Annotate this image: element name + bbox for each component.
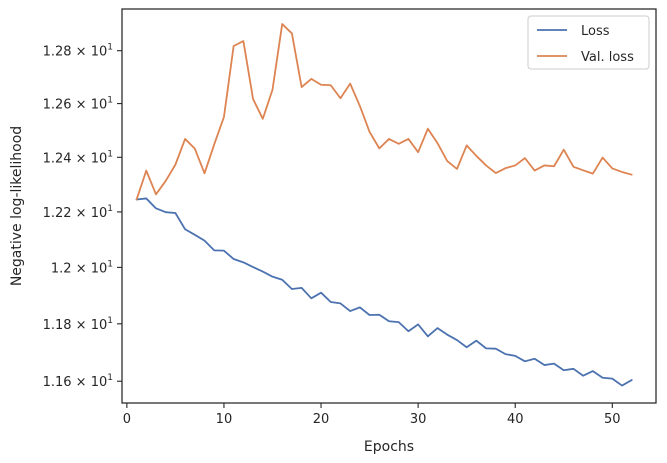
y-tick-label: 1.18 × 101 xyxy=(43,316,113,333)
x-tick-label: 20 xyxy=(313,412,330,427)
y-tick-label: 1.2 × 101 xyxy=(51,259,113,276)
y-tick-label: 1.22 × 101 xyxy=(43,204,113,221)
legend-label-val-loss: Val. loss xyxy=(581,50,634,65)
x-tick-label: 50 xyxy=(604,412,621,427)
series-line-val-loss xyxy=(135,23,633,201)
legend: Loss Val. loss xyxy=(527,15,650,70)
x-axis-ticks: 0 10 20 30 40 50 xyxy=(123,403,621,427)
plot-frame xyxy=(121,8,657,404)
series-layer xyxy=(135,23,633,387)
y-tick-label: 1.26 × 101 xyxy=(43,96,113,113)
x-tick-label: 10 xyxy=(216,412,233,427)
x-axis-label: Epochs xyxy=(364,439,414,455)
plot-background xyxy=(122,9,656,403)
y-axis-ticks: 1.16 × 101 1.18 × 101 1.2 × 101 1.22 × 101 1… xyxy=(43,43,122,390)
y-axis-label: Negative log-likelihood xyxy=(9,126,25,286)
series-line-loss xyxy=(135,197,633,387)
x-tick-label: 0 xyxy=(123,412,131,427)
x-tick-label: 40 xyxy=(507,412,524,427)
y-tick-label: 1.24 × 101 xyxy=(43,149,113,166)
y-tick-label: 1.28 × 101 xyxy=(43,43,113,60)
legend-label-loss: Loss xyxy=(581,24,610,39)
x-tick-label: 30 xyxy=(410,412,427,427)
y-tick-label: 1.16 × 101 xyxy=(43,373,113,390)
